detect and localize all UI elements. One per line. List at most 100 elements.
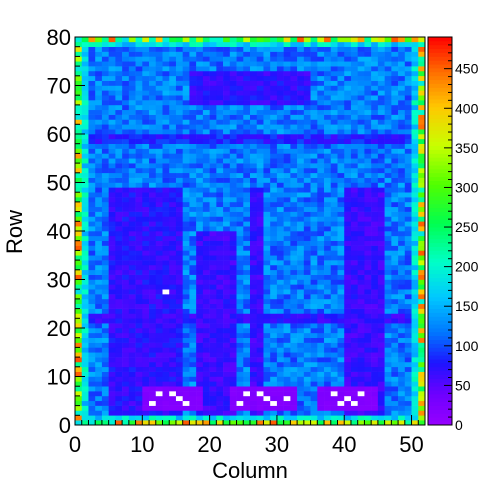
heatmap-cell xyxy=(243,221,251,227)
heatmap-cell xyxy=(276,51,284,57)
heatmap-cell xyxy=(236,381,244,387)
heatmap-cell xyxy=(182,357,190,363)
heatmap-cell xyxy=(317,240,325,246)
heatmap-cell xyxy=(162,104,170,111)
heatmap-cell xyxy=(101,337,109,343)
heatmap-cell xyxy=(297,386,305,392)
heatmap-cell xyxy=(135,308,143,314)
colorbar-segment xyxy=(428,293,452,298)
heatmap-cell xyxy=(75,371,83,377)
heatmap-cell xyxy=(303,177,311,183)
heatmap-cell xyxy=(155,109,163,115)
heatmap-cell xyxy=(317,143,325,149)
heatmap-cell xyxy=(324,66,332,72)
heatmap-cell xyxy=(418,206,426,212)
heatmap-cell xyxy=(175,129,183,135)
heatmap-cell xyxy=(95,80,103,86)
heatmap-cell xyxy=(418,420,426,426)
heatmap-cell xyxy=(250,361,258,368)
heatmap-cell xyxy=(101,80,109,86)
heatmap-cell xyxy=(101,264,109,271)
heatmap-cell xyxy=(398,148,406,154)
heatmap-cell xyxy=(115,245,123,251)
heatmap-cell xyxy=(75,167,83,174)
heatmap-cell xyxy=(149,400,157,406)
heatmap-cell xyxy=(310,109,318,115)
heatmap-cell xyxy=(155,192,163,198)
heatmap-cell xyxy=(189,357,197,363)
heatmap-cell xyxy=(324,143,332,149)
heatmap-cell xyxy=(75,255,83,261)
heatmap-cell xyxy=(189,284,197,290)
heatmap-cell xyxy=(169,405,177,411)
heatmap-cell xyxy=(202,284,210,290)
heatmap-cell xyxy=(162,318,170,324)
heatmap-cell xyxy=(75,245,83,251)
heatmap-cell xyxy=(196,294,204,300)
heatmap-cell xyxy=(223,231,231,237)
heatmap-cell xyxy=(229,46,237,52)
heatmap-cell xyxy=(344,80,352,86)
heatmap-cell xyxy=(350,163,358,169)
heatmap-cell xyxy=(243,391,251,397)
heatmap-cell xyxy=(391,250,399,256)
heatmap-cell xyxy=(88,124,96,130)
heatmap-cell xyxy=(108,90,116,96)
heatmap-cell xyxy=(357,337,365,343)
heatmap-cell xyxy=(169,231,177,237)
heatmap-cell xyxy=(243,328,251,334)
heatmap-cell xyxy=(324,337,332,343)
heatmap-cell xyxy=(256,284,264,290)
heatmap-cell xyxy=(256,187,264,193)
colorbar-segment xyxy=(428,393,452,399)
heatmap-cell xyxy=(324,250,332,256)
colorbar-segment xyxy=(428,339,452,344)
heatmap-cell xyxy=(216,104,224,111)
heatmap-cell xyxy=(330,410,338,416)
heatmap-cell xyxy=(256,158,264,164)
heatmap-cell xyxy=(88,187,96,193)
heatmap-cell xyxy=(81,51,89,57)
heatmap-cell xyxy=(398,332,406,338)
heatmap-cell xyxy=(283,226,291,232)
heatmap-cell xyxy=(209,400,217,406)
heatmap-cell xyxy=(81,366,89,372)
heatmap-cell xyxy=(371,46,379,52)
heatmap-cell xyxy=(250,400,258,406)
heatmap-cell xyxy=(290,163,298,169)
heatmap-cell xyxy=(216,308,224,314)
heatmap-cell xyxy=(418,308,426,314)
heatmap-cell xyxy=(404,104,412,111)
heatmap-cell xyxy=(263,357,271,363)
heatmap-cell xyxy=(128,216,136,222)
heatmap-cell xyxy=(297,235,305,241)
heatmap-cell xyxy=(135,347,143,353)
heatmap-cell xyxy=(101,391,109,397)
heatmap-cell xyxy=(128,410,136,416)
heatmap-cell xyxy=(95,386,103,392)
heatmap-cell xyxy=(202,70,210,77)
heatmap-cell xyxy=(81,206,89,212)
heatmap-cell xyxy=(270,298,278,305)
heatmap-cell xyxy=(330,400,338,406)
heatmap-cell xyxy=(297,400,305,406)
heatmap-cell xyxy=(297,415,305,421)
heatmap-cell xyxy=(101,366,109,372)
heatmap-cell xyxy=(357,366,365,372)
heatmap-cell xyxy=(243,211,251,217)
heatmap-cell xyxy=(310,138,318,144)
heatmap-cell xyxy=(263,182,271,188)
heatmap-cell xyxy=(175,347,183,353)
heatmap-cell xyxy=(236,357,244,363)
heatmap-cell xyxy=(364,332,372,338)
heatmap-cell xyxy=(357,37,365,43)
heatmap-cell xyxy=(270,240,278,246)
heatmap-cell xyxy=(101,235,109,241)
heatmap-cell xyxy=(243,405,251,411)
heatmap-cell xyxy=(344,221,352,227)
heatmap-cell xyxy=(337,129,345,135)
heatmap-cell xyxy=(108,70,116,77)
heatmap-cell xyxy=(196,245,204,251)
y-tick-label: 40 xyxy=(47,219,71,244)
heatmap-cell xyxy=(189,226,197,232)
